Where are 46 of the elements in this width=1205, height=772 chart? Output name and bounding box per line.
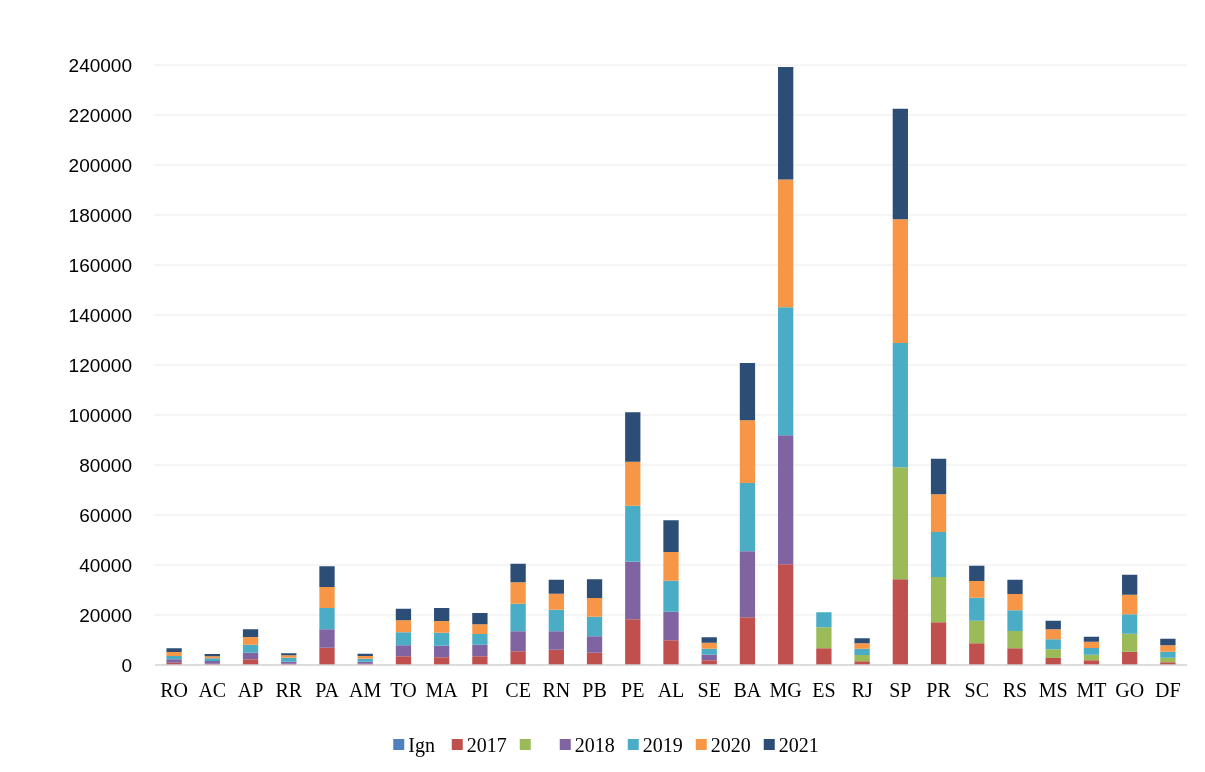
legend-label: 2019 bbox=[642, 734, 683, 756]
legend-label: 2018 bbox=[574, 734, 615, 756]
x-tick-label: SE bbox=[697, 679, 721, 701]
x-tick-label: TO bbox=[390, 679, 417, 701]
y-tick-label: 160000 bbox=[68, 254, 132, 276]
legend-label: 2017 bbox=[466, 734, 507, 756]
x-tick-label: MA bbox=[425, 679, 459, 701]
y-tick-label: 140000 bbox=[68, 304, 132, 326]
x-tick-label: PA bbox=[315, 679, 340, 701]
y-tick-label: 100000 bbox=[68, 404, 132, 426]
y-tick-label: 0 bbox=[121, 654, 132, 676]
x-tick-label: AP bbox=[237, 679, 264, 701]
x-tick-label: PR bbox=[926, 679, 952, 701]
x-tick-label: PE bbox=[621, 679, 645, 701]
x-tick-label: AM bbox=[349, 679, 382, 701]
legend-label: 2020 bbox=[710, 734, 751, 756]
y-tick-label: 120000 bbox=[68, 354, 132, 376]
y-tick-label: 240000 bbox=[68, 54, 132, 76]
x-tick-label: RR bbox=[275, 679, 303, 701]
x-tick-label: MT bbox=[1076, 679, 1107, 701]
legend-label: 2021 bbox=[778, 734, 819, 756]
x-tick-label: PB bbox=[582, 679, 607, 701]
y-tick-label: 220000 bbox=[68, 104, 132, 126]
x-tick-label: CE bbox=[505, 679, 531, 701]
y-tick-label: 180000 bbox=[68, 204, 132, 226]
x-tick-label: MS bbox=[1038, 679, 1068, 701]
x-tick-label: AL bbox=[657, 679, 685, 701]
x-tick-label: RS bbox=[1002, 679, 1028, 701]
x-tick-label: SP bbox=[889, 679, 912, 701]
x-tick-label: RO bbox=[160, 679, 189, 701]
y-tick-label: 60000 bbox=[79, 504, 132, 526]
x-tick-label: DF bbox=[1155, 679, 1181, 701]
x-tick-label: MG bbox=[769, 679, 802, 701]
y-tick-label: 20000 bbox=[79, 604, 132, 626]
y-tick-label: 80000 bbox=[79, 454, 132, 476]
y-tick-label: 200000 bbox=[68, 154, 132, 176]
x-tick-label: GO bbox=[1115, 679, 1145, 701]
x-tick-label: RJ bbox=[851, 679, 873, 701]
legend-label: Ign bbox=[408, 734, 435, 757]
x-tick-label: ES bbox=[812, 679, 836, 701]
x-tick-label: PI bbox=[470, 679, 489, 701]
x-tick-label: SC bbox=[964, 679, 990, 701]
y-tick-label: 40000 bbox=[79, 554, 132, 576]
x-tick-label: BA bbox=[733, 679, 762, 701]
x-tick-label: AC bbox=[198, 679, 227, 701]
x-tick-label: RN bbox=[542, 679, 571, 701]
